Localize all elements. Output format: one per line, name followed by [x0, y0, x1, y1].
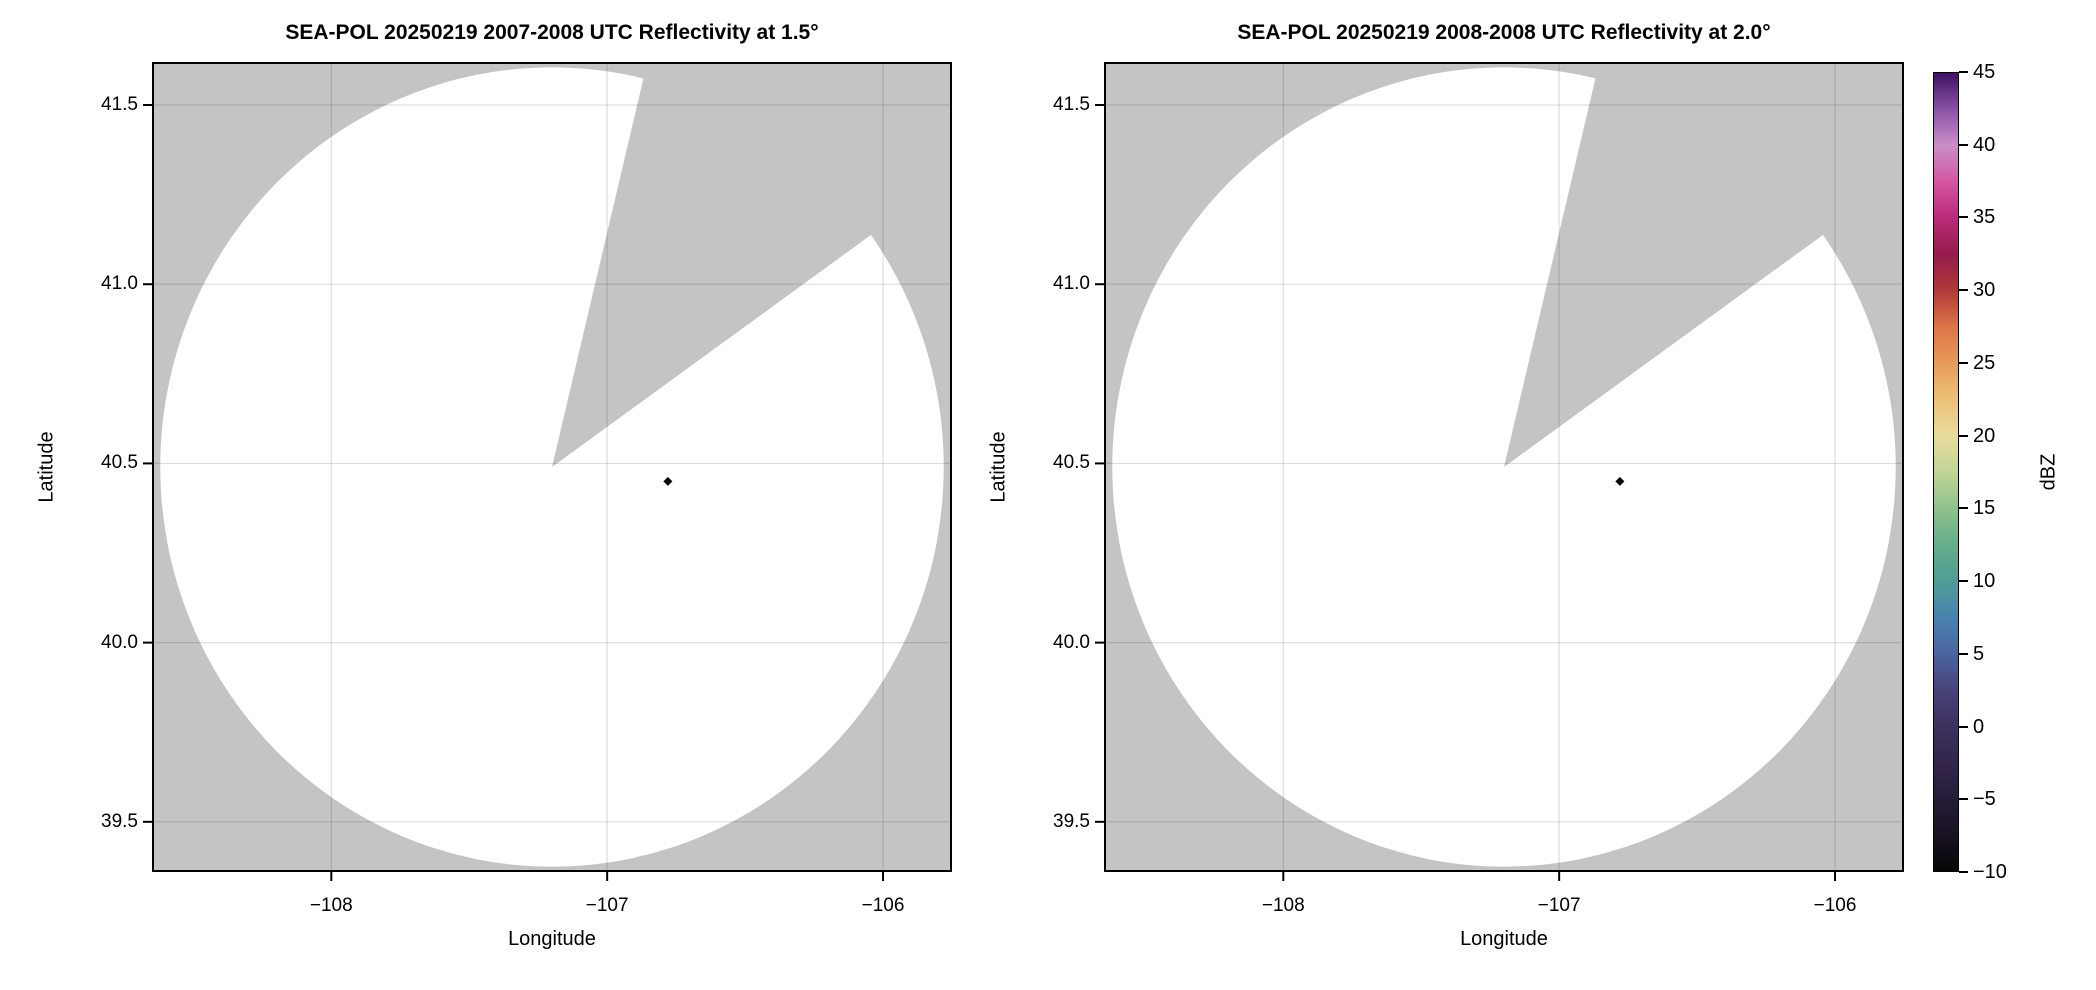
echo-point-marker: [663, 476, 673, 486]
plot-frame: [1104, 62, 1904, 872]
radar-ppi-plot: [1095, 62, 1904, 881]
y-tick-label: 41.0: [1053, 273, 1090, 295]
colorbar-tick-label: 20: [1973, 424, 1996, 447]
plot-area: [1095, 62, 1904, 881]
y-tick-label: 40.0: [1053, 631, 1090, 653]
x-axis-label: Longitude: [1460, 928, 1548, 950]
x-axis-label: Longitude: [508, 928, 596, 950]
echo-point-marker: [1615, 476, 1625, 486]
colorbar-tick-label: 45: [1973, 61, 1996, 83]
colorbar-tick-label: 35: [1973, 206, 1996, 229]
x-tick-label: −106: [861, 895, 905, 916]
plot-frame: [152, 62, 952, 872]
colorbar-tick-mark: [1959, 652, 1968, 655]
y-tick-label: 39.5: [1053, 810, 1090, 832]
colorbar-tick-mark: [1959, 361, 1968, 364]
colorbar-tick-label: 5: [1973, 642, 1985, 665]
colorbar-tick-mark: [1959, 580, 1968, 583]
colorbar-tick-mark: [1959, 71, 1968, 73]
colorbar-tick-label: 25: [1973, 351, 1996, 374]
panel-title: SEA-POL 20250219 2008-2008 UTC Reflectiv…: [1237, 21, 1771, 44]
y-tick-label: 39.5: [101, 810, 138, 832]
x-tick-label: −108: [309, 895, 353, 916]
x-tick-label: −107: [1537, 895, 1581, 916]
colorbar-tick-label: 15: [1973, 497, 1996, 520]
colorbar-tick-mark: [1959, 216, 1968, 219]
colorbar-tick-mark: [1959, 871, 1968, 873]
x-tick-label: −107: [585, 895, 629, 916]
x-tick-label: −106: [1813, 895, 1857, 916]
colorbar-tick-mark: [1959, 725, 1968, 728]
x-tick-label: −108: [1261, 895, 1305, 916]
y-tick-label: 41.5: [101, 94, 138, 115]
y-tick-label: 41.5: [1053, 94, 1090, 115]
colorbar-tick-label: 0: [1973, 715, 1985, 738]
colorbar-tick-mark: [1959, 434, 1968, 437]
blocked-sector-wedge: [552, 62, 952, 467]
colorbar-tick-label: −10: [1973, 861, 2007, 883]
colorbar-tick-mark: [1959, 507, 1968, 510]
colorbar-tick-mark: [1959, 798, 1968, 801]
y-tick-label: 40.5: [1053, 452, 1090, 474]
colorbar-tick-label: 30: [1973, 279, 1996, 302]
colorbar-gradient: [1933, 72, 1959, 872]
y-tick-label: 40.0: [101, 631, 138, 653]
y-tick-label: 40.5: [101, 452, 138, 474]
colorbar-tick-mark: [1959, 143, 1968, 146]
colorbar-tick-mark: [1959, 289, 1968, 292]
colorbar-tick-label: −5: [1973, 788, 1996, 811]
plot-area: [143, 62, 952, 881]
colorbar-tick-label: 10: [1973, 570, 1996, 593]
y-tick-label: 41.0: [101, 273, 138, 295]
blocked-sector-wedge: [1504, 62, 1904, 467]
panel-title: SEA-POL 20250219 2007-2008 UTC Reflectiv…: [285, 21, 819, 44]
colorbar-axis-label: dBZ: [2037, 453, 2060, 491]
radar-ppi-plot: [143, 62, 952, 881]
colorbar-tick-label: 40: [1973, 133, 1996, 156]
